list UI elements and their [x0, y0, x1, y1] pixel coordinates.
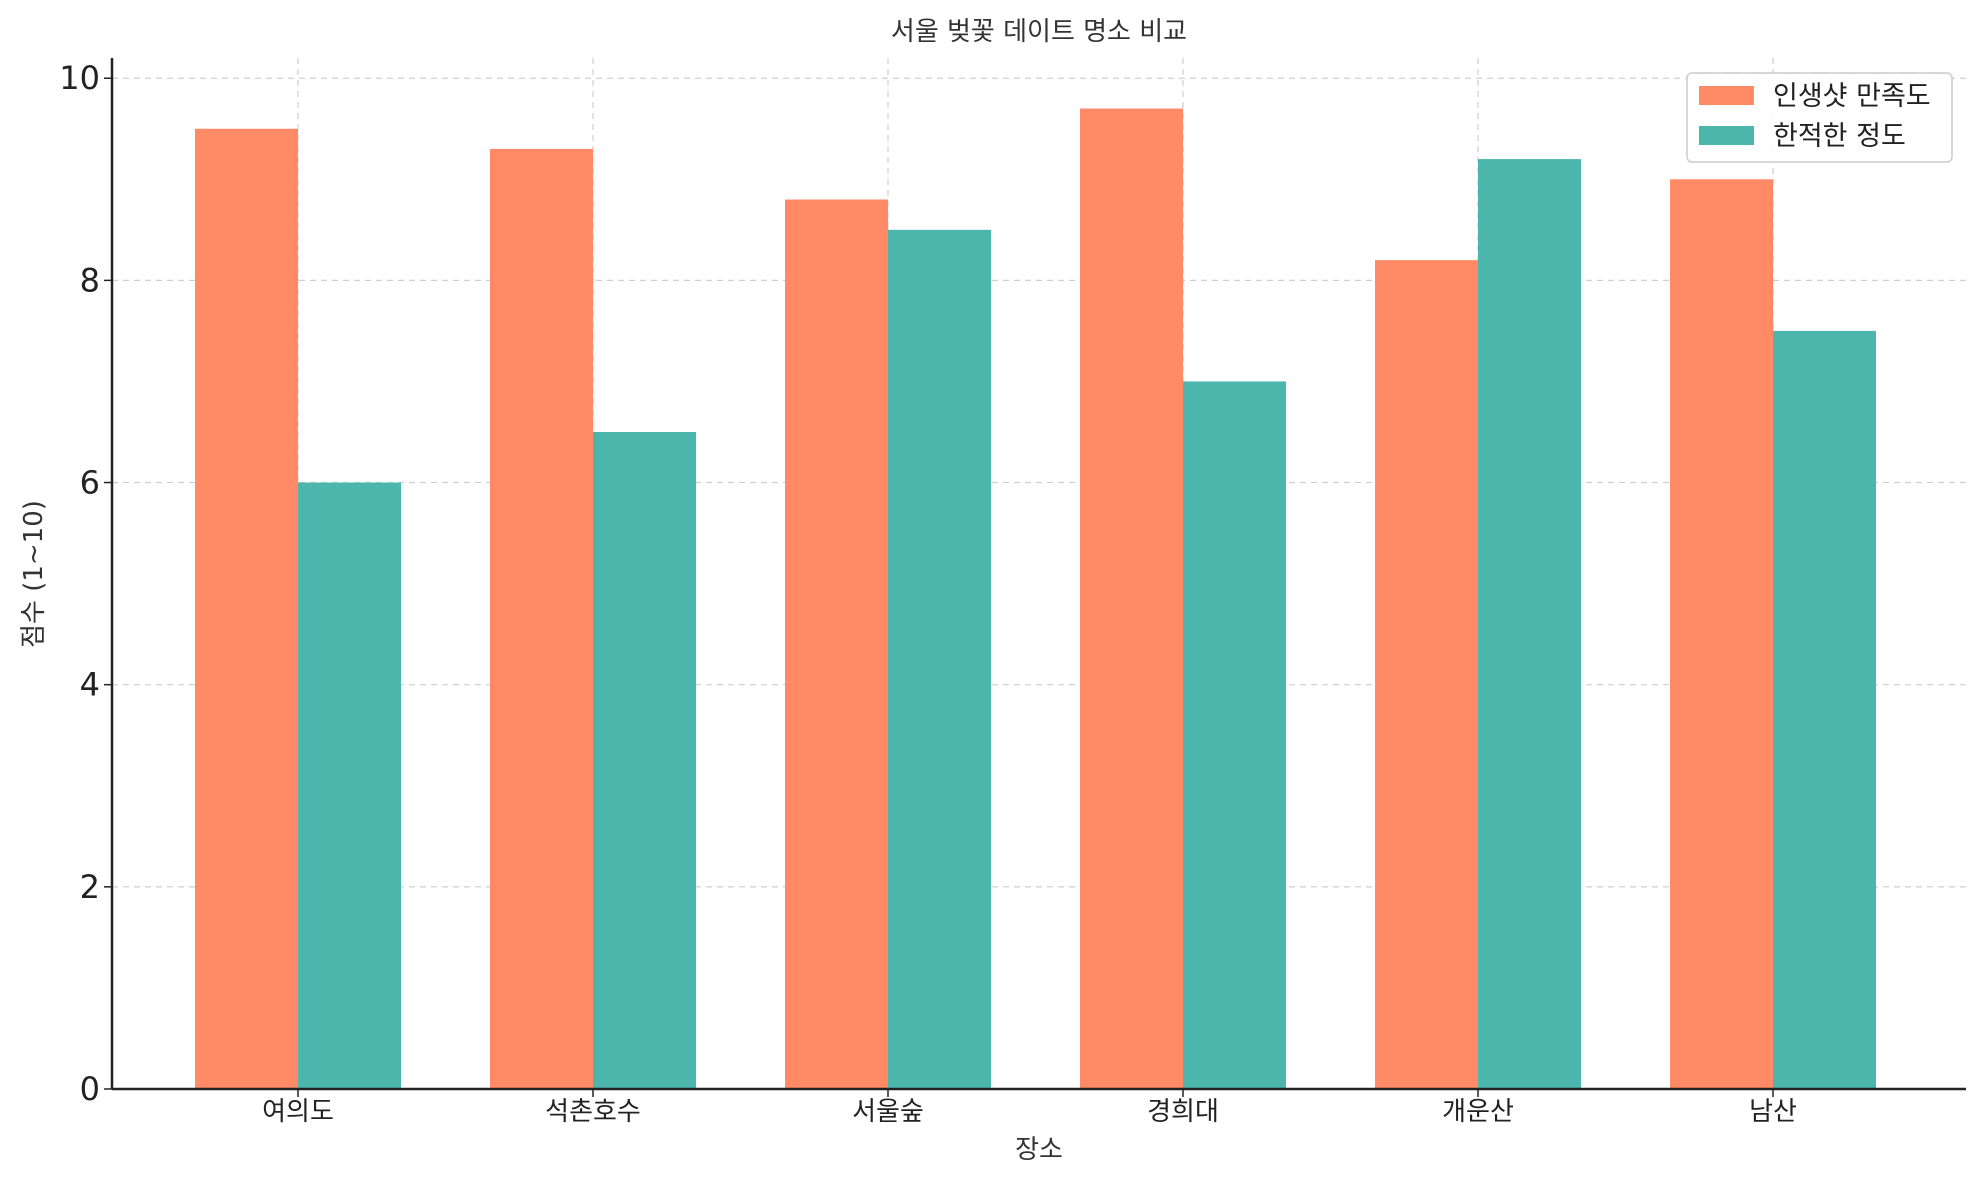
bar-quietness [1183, 381, 1286, 1089]
y-ticks: 0 2 4 6 8 10 [59, 59, 112, 1108]
x-ticks: 여의도 석촌호수 서울숲 경희대 개운산 남산 [262, 1089, 1797, 1127]
bar-satisfaction [1670, 179, 1773, 1089]
bar-quietness [888, 229, 991, 1090]
legend-swatch-satisfaction [1699, 86, 1754, 105]
x-axis-label: 장소 [1015, 1135, 1063, 1165]
bar-satisfaction [1375, 260, 1478, 1089]
x-tick-label: 개운산 [1442, 1097, 1514, 1127]
bar-quietness [298, 482, 401, 1089]
bar-satisfaction [490, 148, 593, 1089]
axes [110, 58, 1966, 1091]
x-tick-label: 석촌호수 [545, 1097, 641, 1127]
x-tick-label: 경희대 [1147, 1097, 1219, 1127]
bar-quietness [1773, 330, 1876, 1090]
legend-label-satisfaction: 인생샷 만족도 [1773, 81, 1931, 112]
bar-quietness [1478, 159, 1581, 1089]
y-axis-label: 점수 (1~10) [19, 500, 49, 648]
bar-satisfaction [785, 199, 888, 1089]
bar-satisfaction [1080, 108, 1183, 1090]
y-tick-label: 8 [80, 261, 100, 299]
legend-label-quietness: 한적한 정도 [1773, 121, 1906, 152]
bar-satisfaction [195, 128, 298, 1090]
x-tick-label: 서울숲 [852, 1097, 924, 1127]
y-tick-label: 0 [80, 1070, 100, 1108]
legend: 인생샷 만족도 한적한 정도 [1686, 72, 1953, 163]
y-tick-label: 2 [80, 868, 100, 906]
bar-quietness [593, 431, 696, 1089]
x-tick-label: 여의도 [262, 1097, 334, 1127]
y-tick-label: 4 [80, 666, 100, 704]
y-tick-label: 6 [80, 464, 100, 502]
chart-title: 서울 벚꽃 데이트 명소 비교 [891, 17, 1187, 47]
y-tick-label: 10 [59, 59, 100, 97]
legend-swatch-quietness [1699, 126, 1754, 145]
x-tick-label: 남산 [1749, 1097, 1797, 1127]
bars [195, 108, 1876, 1090]
